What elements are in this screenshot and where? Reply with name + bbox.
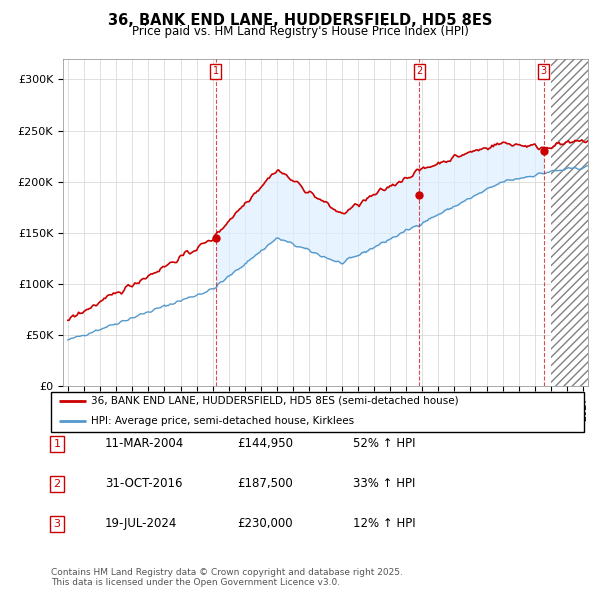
Text: 2: 2 <box>53 479 61 489</box>
Text: 12% ↑ HPI: 12% ↑ HPI <box>353 517 415 530</box>
Text: £187,500: £187,500 <box>237 477 293 490</box>
Bar <box>551 59 591 386</box>
Text: £144,950: £144,950 <box>237 437 293 450</box>
Text: 36, BANK END LANE, HUDDERSFIELD, HD5 8ES (semi-detached house): 36, BANK END LANE, HUDDERSFIELD, HD5 8ES… <box>91 395 458 405</box>
Text: 11-MAR-2004: 11-MAR-2004 <box>105 437 184 450</box>
Text: Price paid vs. HM Land Registry's House Price Index (HPI): Price paid vs. HM Land Registry's House … <box>131 25 469 38</box>
Text: 36, BANK END LANE, HUDDERSFIELD, HD5 8ES: 36, BANK END LANE, HUDDERSFIELD, HD5 8ES <box>108 13 492 28</box>
Text: 2: 2 <box>416 66 422 76</box>
Text: Contains HM Land Registry data © Crown copyright and database right 2025.
This d: Contains HM Land Registry data © Crown c… <box>51 568 403 587</box>
Text: HPI: Average price, semi-detached house, Kirklees: HPI: Average price, semi-detached house,… <box>91 415 354 425</box>
Text: 1: 1 <box>213 66 219 76</box>
Text: 3: 3 <box>541 66 547 76</box>
Text: 1: 1 <box>53 439 61 448</box>
Text: 33% ↑ HPI: 33% ↑ HPI <box>353 477 415 490</box>
Text: 3: 3 <box>53 519 61 529</box>
Text: 52% ↑ HPI: 52% ↑ HPI <box>353 437 415 450</box>
Text: 31-OCT-2016: 31-OCT-2016 <box>105 477 182 490</box>
Text: £230,000: £230,000 <box>237 517 293 530</box>
Text: 19-JUL-2024: 19-JUL-2024 <box>105 517 178 530</box>
